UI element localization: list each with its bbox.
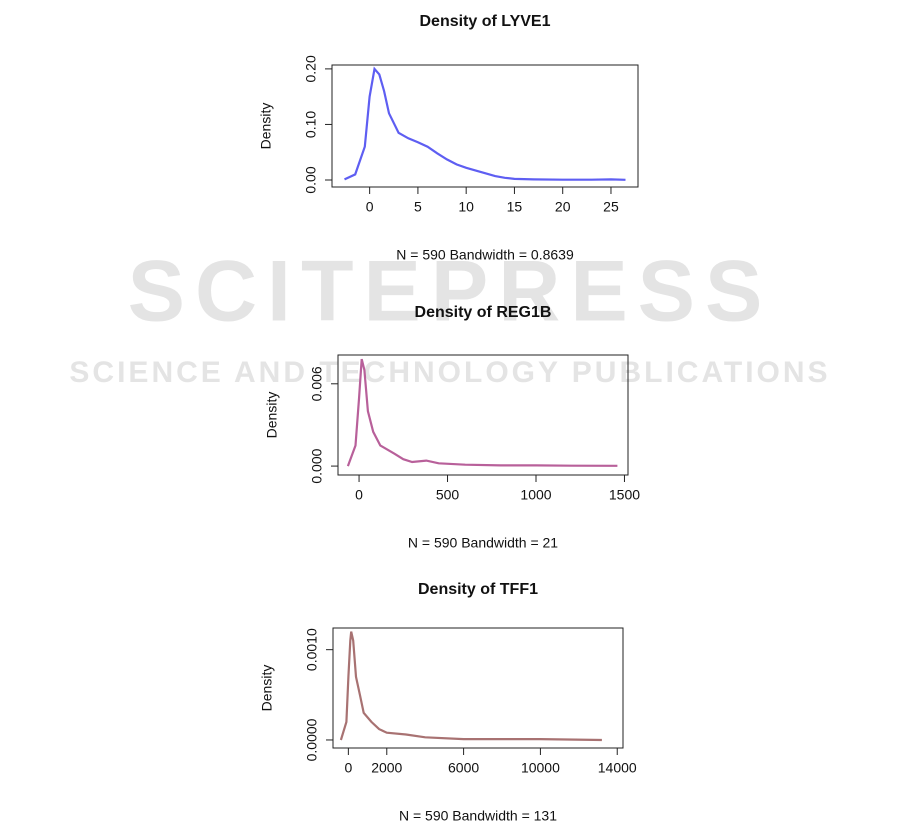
x-axis-label: N = 590 Bandwidth = 131 (399, 808, 557, 824)
x-tick-label: 25 (603, 199, 619, 215)
x-tick-label: 500 (436, 487, 460, 503)
x-tick-label: 0 (344, 760, 352, 776)
chart-title: Density of TFF1 (418, 581, 538, 598)
watermark-title: SCITEPRESS (128, 244, 773, 340)
x-tick-label: 2000 (371, 760, 402, 776)
chart-title: Density of LYVE1 (419, 13, 550, 30)
plot-box (331, 64, 639, 188)
plot-box (332, 627, 624, 749)
y-tick-label: 0.0000 (304, 718, 320, 761)
x-tick-label: 5 (414, 199, 422, 215)
plot-box (337, 354, 629, 476)
x-tick-label: 10000 (521, 760, 560, 776)
density-line (346, 358, 618, 467)
density-line (344, 66, 626, 181)
watermark-subtitle: SCIENCE AND TECHNOLOGY PUBLICATIONS (69, 356, 830, 389)
y-axis-label: Density (258, 103, 274, 150)
y-tick-label: 0.0010 (304, 628, 320, 671)
x-tick-label: 1000 (520, 487, 551, 503)
density-line (339, 631, 602, 742)
x-axis-label: N = 590 Bandwidth = 21 (408, 535, 558, 551)
x-tick-label: 20 (555, 199, 571, 215)
chart-title: Density of REG1B (415, 304, 552, 321)
x-tick-label: 6000 (448, 760, 479, 776)
y-axis-label: Density (259, 665, 275, 712)
y-tick-label: 0.00 (303, 166, 319, 193)
x-tick-label: 14000 (598, 760, 637, 776)
x-axis-label: N = 590 Bandwidth = 0.8639 (396, 247, 574, 263)
y-axis-label: Density (264, 392, 280, 439)
y-tick-label: 0.000 (309, 448, 325, 483)
x-tick-label: 0 (355, 487, 363, 503)
x-tick-label: 0 (366, 199, 374, 215)
y-tick-label: 0.006 (309, 366, 325, 401)
x-tick-label: 15 (507, 199, 523, 215)
y-tick-label: 0.20 (303, 55, 319, 82)
x-tick-label: 10 (458, 199, 474, 215)
y-tick-label: 0.10 (303, 111, 319, 138)
x-tick-label: 1500 (609, 487, 640, 503)
